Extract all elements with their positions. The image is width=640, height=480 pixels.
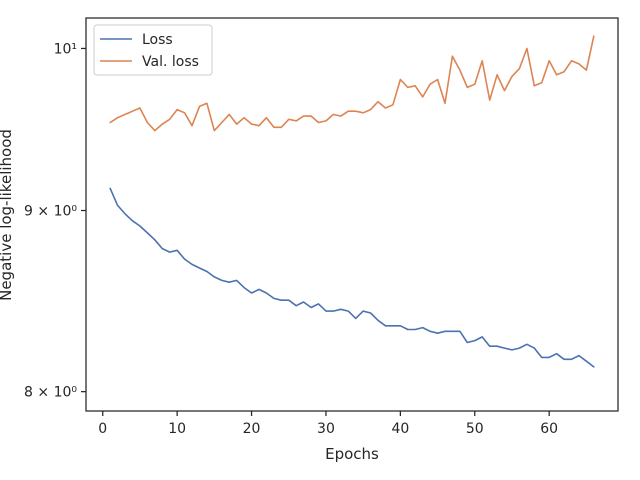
y-axis-label: Negative log-likelihood <box>0 129 15 301</box>
plot-frame <box>85 17 619 412</box>
series-layer <box>109 35 595 368</box>
series-line-val-loss <box>109 35 595 132</box>
y-axis: 8 × 10⁰ 9 × 10⁰ 10¹ <box>24 41 86 401</box>
x-tick-label: 0 <box>98 421 107 437</box>
x-tick-label: 30 <box>317 421 335 437</box>
y-tick-label: 8 × 10⁰ <box>24 385 77 401</box>
x-tick-label: 40 <box>391 421 409 437</box>
x-axis-label: Epochs <box>325 445 379 463</box>
y-tick-label: 9 × 10⁰ <box>24 204 77 220</box>
legend-box <box>93 24 213 76</box>
legend-label-val-loss: Val. loss <box>142 54 199 70</box>
legend-label-loss: Loss <box>142 32 173 48</box>
x-tick-label: 50 <box>466 421 484 437</box>
x-tick-label: 20 <box>243 421 261 437</box>
x-tick-label: 10 <box>168 421 186 437</box>
series-line-loss <box>109 187 595 368</box>
x-tick-label: 60 <box>540 421 558 437</box>
x-axis: 0 10 20 30 40 50 60 <box>98 411 558 437</box>
y-tick-label: 10¹ <box>54 41 77 57</box>
legend: Loss Val. loss <box>93 24 213 76</box>
